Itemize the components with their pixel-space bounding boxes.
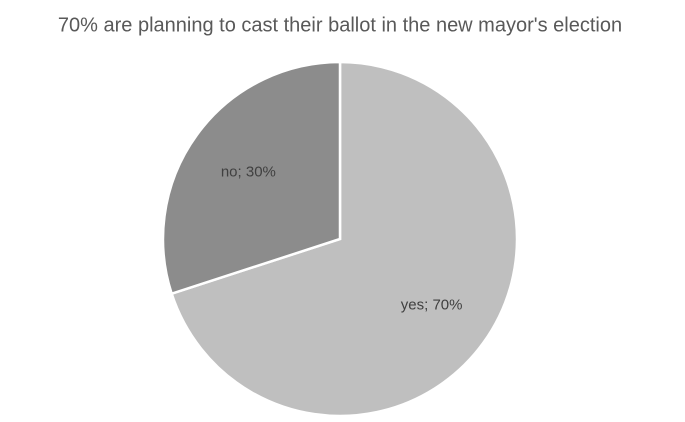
data-label: no; 30% [221, 163, 276, 180]
chart-title: 70% are planning to cast their ballot in… [58, 14, 622, 36]
pie-slice [161, 60, 342, 296]
pie-slice [170, 60, 519, 418]
data-label: yes; 70% [401, 297, 463, 314]
